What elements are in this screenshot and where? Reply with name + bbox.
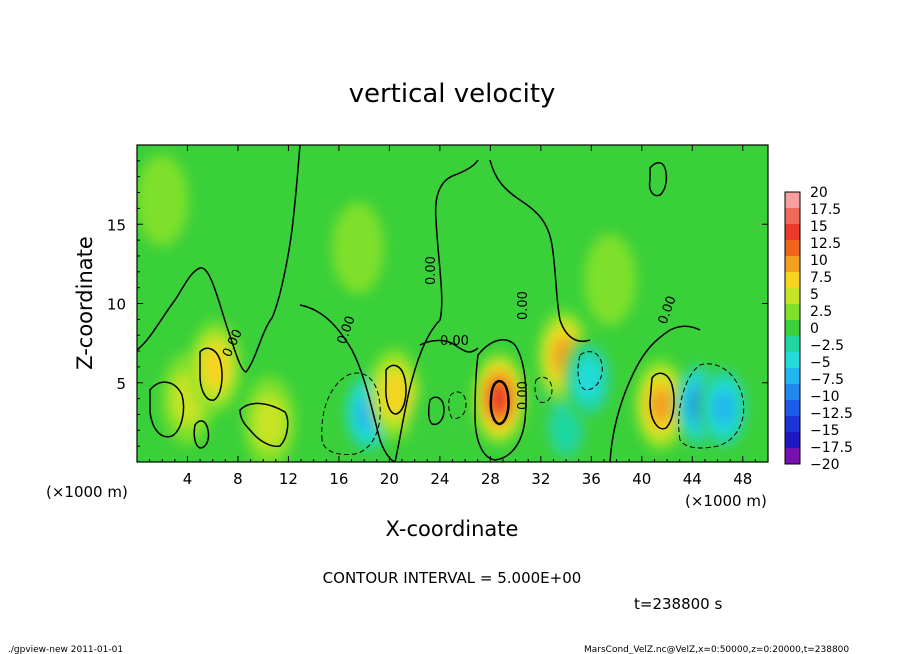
colorbar-cell — [785, 384, 800, 401]
x-tick-label: 4 — [183, 470, 193, 488]
colorbar-frame — [784, 191, 801, 465]
chart-title: vertical velocity — [349, 79, 556, 109]
contour-label: 0.00 — [516, 291, 531, 320]
colorbar-label: 17.5 — [810, 202, 841, 218]
y-tick-label: 10 — [107, 296, 126, 314]
colorbar-cell — [785, 320, 800, 337]
y-tick-label: 5 — [116, 375, 126, 393]
colorbar-label: −5 — [810, 355, 831, 371]
colorbar-label: −12.5 — [810, 406, 853, 422]
colorbar-label: −7.5 — [810, 372, 844, 388]
field-feature-14-level-0 — [331, 202, 384, 295]
colorbar-cell — [785, 192, 800, 209]
colorbar-cell — [785, 272, 800, 289]
colorbar-label: −10 — [810, 389, 840, 405]
x-tick-label: 36 — [582, 470, 601, 488]
field-feature-11-level-3 — [649, 387, 672, 423]
positive-contours — [489, 379, 510, 426]
colorbar-cell — [785, 208, 800, 225]
footer-left: ./gpview-new 2011-01-01 — [8, 645, 123, 654]
y-axis-title: Z-coordinate — [73, 236, 97, 370]
colorbar-cell — [785, 224, 800, 241]
colorbar-cell — [785, 304, 800, 321]
colorbar-label: −20 — [810, 457, 840, 473]
x-axis-title: X-coordinate — [386, 517, 519, 541]
colorbar-cell — [785, 240, 800, 257]
colorbar-cell — [785, 288, 800, 305]
footer-right: MarsCond_VelZ.nc@VelZ,x=0:50000,z=0:2000… — [584, 645, 849, 654]
colorbar-cell — [785, 256, 800, 273]
plot-area: 0.00 0.000.000.000.00 0.000.00 4 8 12 16 20 24 2… — [107, 144, 769, 488]
colorbar-label: 15 — [810, 219, 828, 235]
negative-contours — [321, 351, 745, 455]
x-tick-label: 28 — [481, 470, 500, 488]
time-label: t=238800 s — [634, 595, 722, 613]
x-axis-ticks: 4 8 12 16 20 24 28 32 36 40 44 48 — [149, 145, 756, 488]
field-feature-6-level-0 — [407, 384, 460, 462]
x-tick-label: 12 — [279, 470, 298, 488]
x-tick-label: 20 — [380, 470, 399, 488]
x-tick-label: 40 — [632, 470, 651, 488]
colorbar-labels: 2017.51512.5107.552.50−2.5−5−7.5−10−12.5… — [810, 185, 853, 473]
field-feature-16-level-0 — [137, 154, 189, 247]
x-unit-label-left: (×1000 m) — [46, 483, 128, 501]
x-unit-label-right: (×1000 m) — [685, 492, 767, 510]
x-tick-label: 8 — [233, 470, 243, 488]
x-tick-label: 16 — [329, 470, 348, 488]
colorbar-label: 10 — [810, 253, 828, 269]
colorbar-label: −17.5 — [810, 440, 853, 456]
contour-interval-text: CONTOUR INTERVAL = 5.000E+00 — [323, 569, 582, 587]
colorbar-label: −2.5 — [810, 338, 844, 354]
colorbar-cell — [785, 416, 800, 433]
contour-lines — [137, 145, 701, 462]
y-axis-ticks: 5 10 15 — [107, 160, 768, 447]
colorbar-label: 5 — [810, 287, 819, 303]
colorbar-label: 0 — [810, 321, 819, 337]
colorbar-cell — [785, 336, 800, 353]
colorbar-cells — [785, 192, 800, 465]
colorbar-label: 20 — [810, 185, 828, 201]
x-tick-label: 32 — [531, 470, 550, 488]
colorbar-label: 12.5 — [810, 236, 841, 252]
colorbar: 2017.51512.5107.552.50−2.5−5−7.5−10−12.5… — [784, 185, 853, 473]
contour-label: 0.00 — [516, 381, 531, 410]
field-feature-15-level-0 — [584, 233, 637, 326]
colorbar-cell — [785, 352, 800, 369]
field-feature-5-level-5 — [489, 384, 509, 413]
colorbar-label: −15 — [810, 423, 840, 439]
field-fill — [137, 154, 750, 462]
contour-label: 0.00 — [440, 334, 469, 349]
colorbar-cell — [785, 368, 800, 385]
x-tick-label: 44 — [683, 470, 702, 488]
x-tick-label: 24 — [430, 470, 449, 488]
colorbar-cell — [785, 400, 800, 417]
contour-label: 0.00 — [424, 256, 439, 285]
y-tick-label: 15 — [107, 216, 126, 234]
colorbar-label: 7.5 — [810, 270, 832, 286]
field-feature-13-level-3 — [712, 390, 735, 426]
colorbar-label: 2.5 — [810, 304, 832, 320]
field-feature-10-level-2 — [576, 358, 602, 401]
colorbar-cell — [785, 432, 800, 449]
x-tick-label: 48 — [733, 470, 752, 488]
colorbar-cell — [785, 448, 800, 465]
